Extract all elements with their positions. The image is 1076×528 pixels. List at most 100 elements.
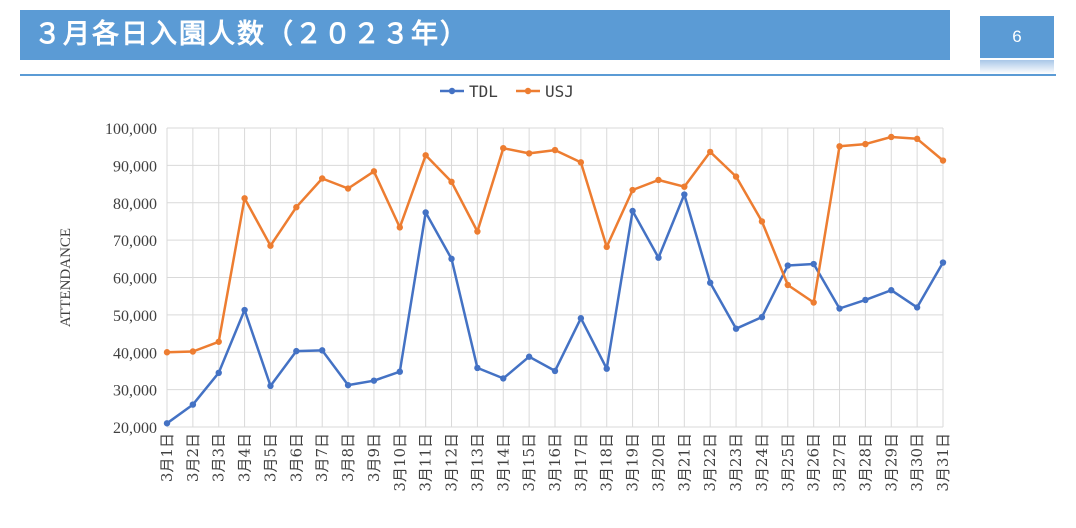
data-point-tdl (732, 325, 740, 332)
x-tick-label: 3月2日 (184, 433, 202, 482)
data-point-tdl (655, 254, 662, 261)
legend-label-tdl: TDL (469, 82, 498, 101)
data-point-tdl (370, 377, 378, 384)
x-tick-label: 3月29日 (882, 433, 900, 492)
x-tick-label: 3月3日 (210, 433, 228, 482)
x-tick-label: 3月16日 (546, 433, 564, 492)
data-point-tdl (525, 353, 533, 360)
page-number-shadow (980, 60, 1054, 74)
data-point-tdl (474, 364, 481, 372)
data-point-usj (836, 143, 843, 150)
data-point-tdl (293, 347, 300, 355)
data-point-tdl (862, 296, 869, 304)
data-point-tdl (241, 306, 248, 314)
x-tick-label: 3月25日 (779, 433, 797, 492)
data-point-usj (267, 242, 274, 249)
data-point-usj (422, 152, 429, 159)
data-point-usj (344, 185, 352, 192)
data-point-usj (551, 146, 559, 154)
data-point-usj (603, 243, 610, 251)
data-point-tdl (422, 209, 429, 216)
legend-marker-tdl (448, 87, 456, 95)
y-tick-label: 90,000 (113, 158, 157, 175)
data-point-tdl (603, 365, 610, 372)
data-point-tdl (396, 368, 403, 375)
data-point-usj (784, 281, 791, 289)
data-point-usj (500, 144, 507, 152)
data-point-tdl (836, 305, 843, 312)
y-tick-label: 20,000 (113, 420, 157, 437)
attendance-line-chart: 20,000 30,000 40,000 50,000 60,000 70,000 80,0… (58, 82, 952, 492)
data-point-usj (189, 348, 197, 355)
x-tick-label: 3月26日 (805, 433, 823, 492)
data-point-usj (474, 228, 481, 235)
data-point-usj (525, 150, 533, 157)
page-title: ３月各日入園人数（２０２３年） (34, 19, 469, 50)
x-tick-label: 3月31日 (934, 433, 952, 492)
x-tick-label: 3月5日 (261, 433, 279, 482)
x-tick-label: 3月19日 (624, 433, 642, 492)
data-point-usj (293, 204, 300, 211)
data-point-usj (758, 218, 766, 225)
data-point-tdl (319, 347, 326, 354)
data-point-tdl (163, 420, 171, 427)
legend-label-usj: USJ (545, 82, 574, 101)
y-tick-label: 100,000 (105, 121, 157, 138)
x-tick-label: 3月1日 (158, 433, 176, 482)
x-tick-label: 3月27日 (831, 433, 849, 492)
data-point-usj (681, 183, 688, 190)
page-number: 6 (1012, 27, 1022, 46)
data-point-usj (215, 338, 222, 345)
data-point-tdl (577, 315, 585, 322)
x-tick-label: 3月6日 (287, 433, 305, 482)
y-axis-title: ATTENDANCE (58, 228, 74, 327)
data-point-usj (319, 175, 326, 182)
data-point-usj (732, 173, 740, 180)
data-point-tdl (267, 382, 274, 390)
x-tick-label: 3月9日 (365, 433, 383, 482)
data-point-tdl (551, 367, 559, 375)
data-point-tdl (681, 191, 688, 198)
x-tick-label: 3月14日 (494, 433, 512, 492)
data-point-usj (655, 176, 662, 184)
data-point-usj (448, 178, 455, 186)
y-tick-label: 50,000 (113, 308, 157, 325)
data-point-usj (629, 186, 636, 194)
x-tick-label: 3月21日 (675, 433, 693, 492)
data-point-usj (163, 349, 171, 356)
page-number-box: 6 (980, 16, 1054, 58)
x-tick-label: 3月17日 (572, 433, 590, 492)
data-point-tdl (189, 401, 197, 408)
y-tick-label: 80,000 (113, 196, 157, 213)
data-point-tdl (939, 259, 947, 266)
data-point-usj (862, 140, 869, 148)
data-point-tdl (344, 381, 352, 389)
data-point-usj (577, 159, 585, 166)
x-tick-label: 3月12日 (443, 433, 461, 492)
x-tick-label: 3月11日 (417, 433, 435, 492)
data-point-usj (810, 299, 817, 306)
data-point-tdl (913, 304, 921, 311)
y-tick-label: 40,000 (113, 345, 157, 362)
header-divider (20, 74, 1056, 76)
x-tick-label: 3月4日 (236, 433, 254, 482)
data-point-tdl (500, 375, 507, 382)
x-tick-label: 3月13日 (468, 433, 486, 492)
data-point-usj (241, 195, 248, 202)
x-tick-label: 3月24日 (753, 433, 771, 492)
x-tick-label: 3月23日 (727, 433, 745, 492)
x-tick-label: 3月20日 (649, 433, 667, 492)
data-point-usj (913, 135, 921, 143)
x-tick-label: 3月8日 (339, 433, 357, 482)
data-point-tdl (707, 279, 714, 286)
x-tick-label: 3月10日 (391, 433, 409, 492)
x-tick-label: 3月18日 (598, 433, 616, 492)
y-tick-label: 70,000 (113, 233, 157, 250)
x-tick-label: 3月22日 (701, 433, 719, 492)
x-tick-label: 3月7日 (313, 433, 331, 482)
data-point-usj (939, 157, 947, 164)
data-point-tdl (810, 260, 817, 268)
data-point-tdl (629, 207, 636, 215)
data-point-usj (396, 224, 403, 231)
x-tick-label: 3月30日 (908, 433, 926, 492)
